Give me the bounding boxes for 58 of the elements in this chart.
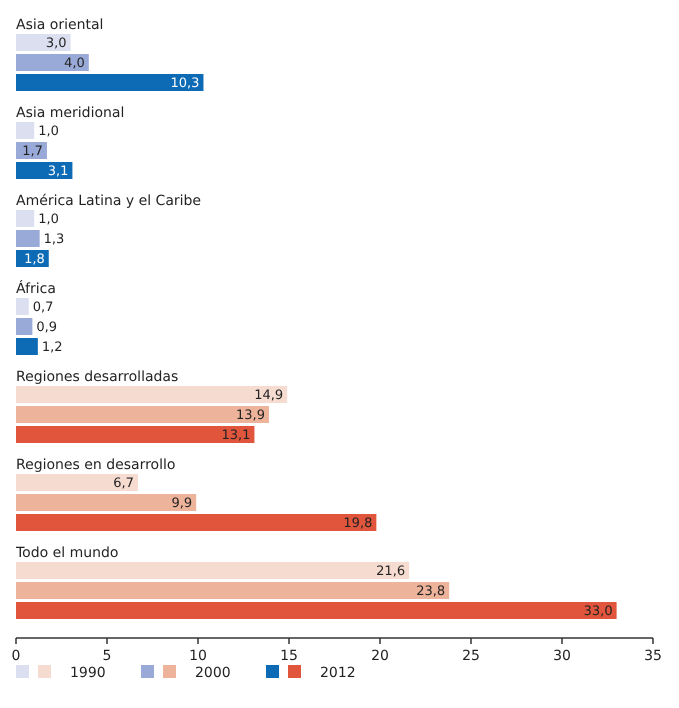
bar [16, 34, 71, 51]
bar [16, 582, 450, 599]
x-tick-label: 30 [553, 648, 571, 664]
data-label: 3,1 [48, 164, 68, 179]
data-label: 1,3 [44, 232, 64, 247]
x-tick-label: 20 [371, 648, 389, 664]
bar [16, 406, 269, 423]
data-label: 1,8 [24, 252, 45, 267]
data-label: 0,9 [36, 320, 58, 335]
data-label: 13,1 [221, 428, 250, 443]
bar [16, 210, 34, 227]
y-tick-label: África [16, 280, 56, 297]
bar [16, 474, 138, 491]
bar [16, 514, 376, 531]
data-label: 23,8 [416, 584, 446, 599]
bar [16, 602, 617, 619]
x-tick-label: 10 [189, 648, 207, 664]
x-tick-label: 35 [644, 648, 662, 664]
legend-label: 1990 [70, 665, 106, 681]
y-tick-label: Asia meridional [16, 105, 124, 121]
data-label: 1,2 [42, 340, 63, 355]
bar [16, 318, 32, 335]
x-tick-label: 0 [12, 648, 20, 664]
x-tick-label: 25 [462, 648, 480, 664]
y-tick-label: Asia oriental [16, 17, 104, 33]
bar [16, 122, 34, 139]
y-tick-label: Regiones desarrolladas [16, 369, 178, 385]
bar [16, 162, 72, 179]
bar [16, 54, 89, 71]
data-label: 1,7 [22, 144, 43, 159]
data-label: 13,9 [236, 408, 265, 423]
data-label: 1,0 [38, 124, 59, 139]
bar [16, 562, 410, 579]
data-label: 10,3 [170, 76, 200, 91]
bar [16, 494, 196, 511]
legend-label: 2000 [195, 665, 231, 681]
data-label: 19,8 [343, 516, 372, 531]
y-tick-label: Todo el mundo [15, 545, 118, 561]
data-label: 6,7 [113, 476, 134, 491]
bar [16, 386, 288, 403]
data-label: 1,0 [38, 212, 59, 227]
bar [16, 298, 29, 315]
y-tick-label: América Latina y el Caribe [16, 193, 202, 209]
data-label: 14,9 [254, 388, 284, 403]
bar [16, 426, 254, 443]
x-tick-label: 15 [280, 648, 298, 664]
x-tick-label: 5 [102, 648, 112, 664]
data-label: 21,6 [376, 564, 406, 579]
data-label: 0,7 [32, 300, 54, 315]
bar [16, 74, 204, 91]
bar [16, 230, 40, 247]
data-label: 4,0 [64, 56, 85, 71]
data-label: 3,0 [46, 36, 67, 51]
legend-label: 2012 [320, 665, 356, 681]
y-tick-label: Regiones en desarrollo [16, 457, 176, 473]
bar [16, 338, 38, 355]
data-label: 9,9 [171, 496, 192, 511]
data-label: 33,0 [584, 604, 613, 619]
